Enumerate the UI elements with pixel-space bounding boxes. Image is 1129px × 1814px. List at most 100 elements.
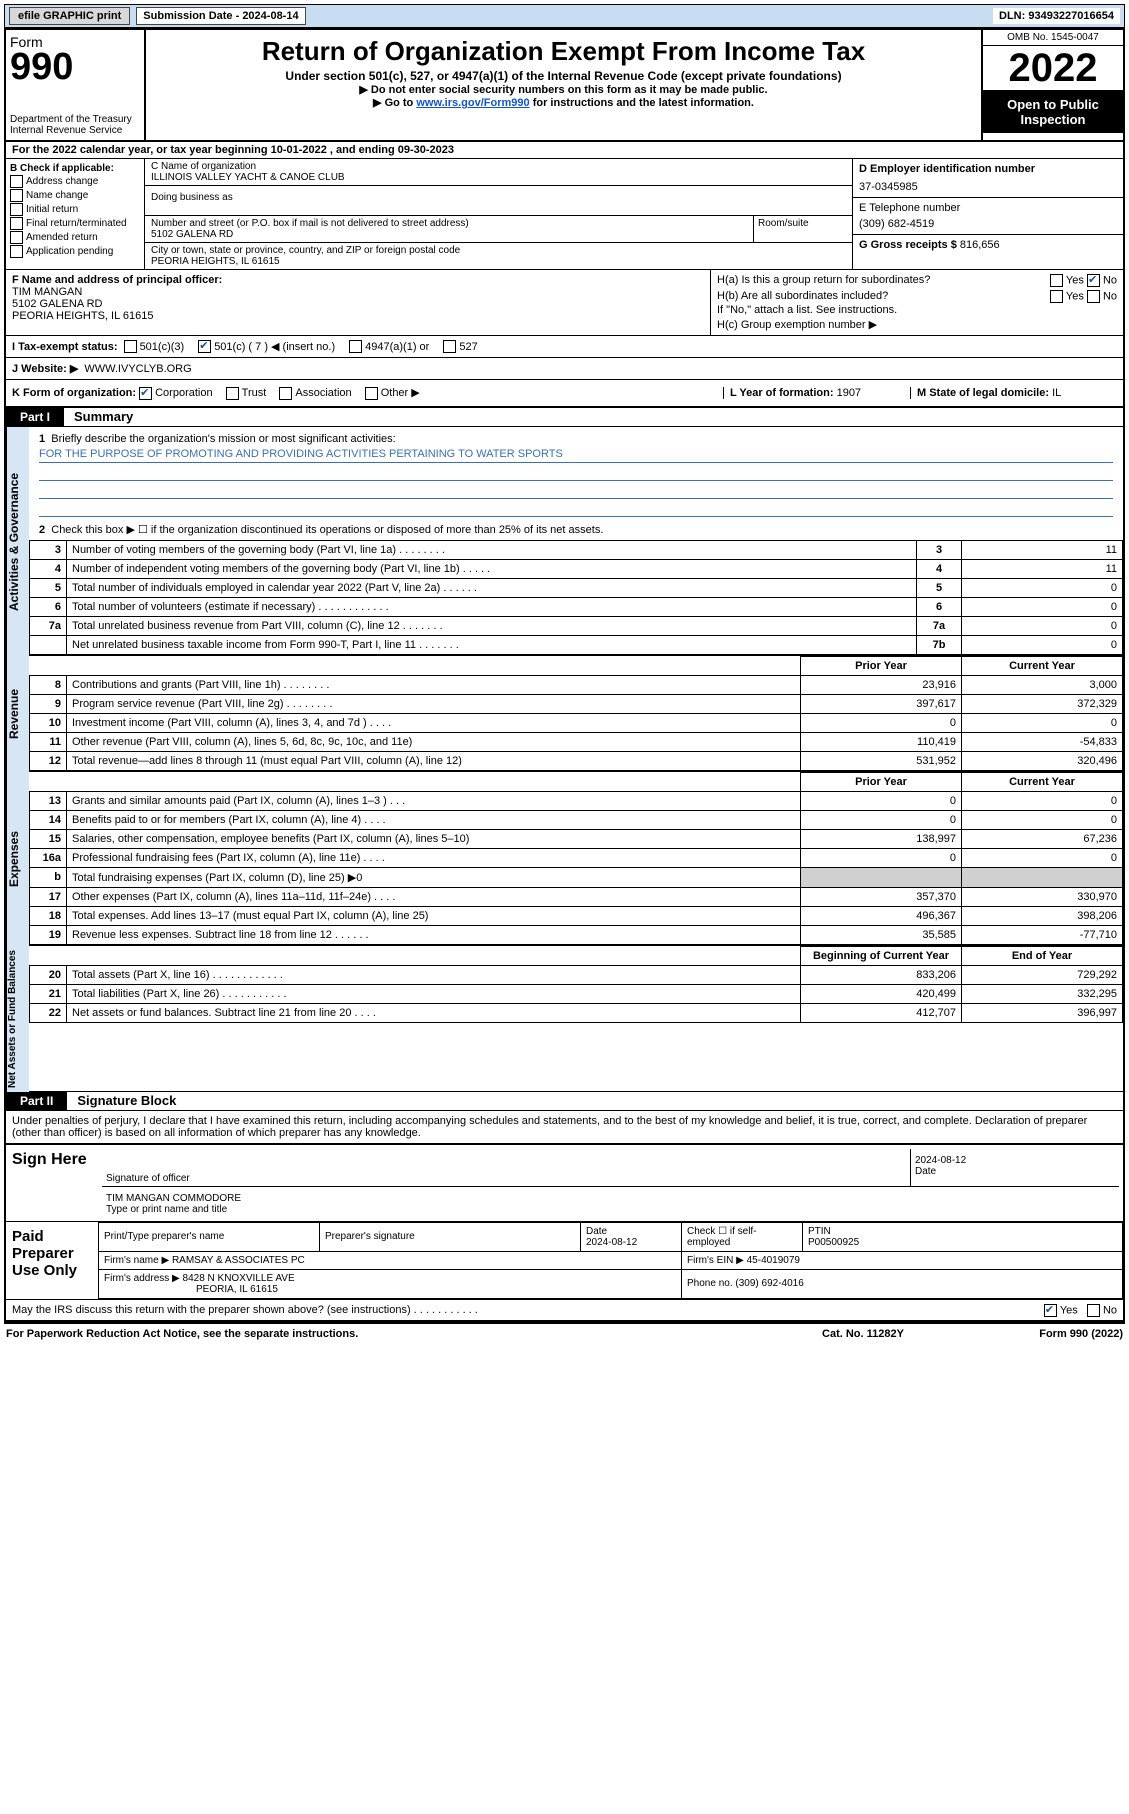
chk-hb-no[interactable] [1087,290,1100,303]
chk-assoc[interactable] [279,387,292,400]
row-num: 14 [30,810,67,829]
chk-501c[interactable] [198,340,211,353]
org-name-label: C Name of organization [151,161,846,172]
pra-notice: For Paperwork Reduction Act Notice, see … [6,1328,763,1340]
row-desc: Total liabilities (Part X, line 26) . . … [67,984,801,1003]
row-prior: 397,617 [801,694,962,713]
firm-phone-lbl: Phone no. [687,1278,733,1289]
org-name: ILLINOIS VALLEY YACHT & CANOE CLUB [151,172,846,183]
row-ref: 7a [917,616,962,635]
paid-preparer-label: Paid Preparer Use Only [6,1222,98,1299]
row-current: 67,236 [962,829,1123,848]
chk-amended[interactable] [10,231,23,244]
chk-501c3[interactable] [124,340,137,353]
officer-city: PEORIA HEIGHTS, IL 61615 [12,310,704,322]
tax-year: 2022 [983,46,1123,91]
officer-street: 5102 GALENA RD [12,298,704,310]
chk-other[interactable] [365,387,378,400]
yof-value: 1907 [837,387,861,399]
omb-number: OMB No. 1545-0047 [983,30,1123,46]
row-current: 372,329 [962,694,1123,713]
street: 5102 GALENA RD [151,229,747,240]
opt-name: Name change [26,190,88,201]
open-to-public: Open to Public Inspection [983,91,1123,133]
row-desc: Total unrelated business revenue from Pa… [67,616,917,635]
row-prior: 23,916 [801,675,962,694]
row-desc: Total expenses. Add lines 13–17 (must eq… [67,906,801,925]
sign-here-label: Sign Here [6,1145,98,1221]
chk-final[interactable] [10,217,23,230]
chk-trust[interactable] [226,387,239,400]
row-num: 3 [30,540,67,559]
side-expenses: Expenses [6,772,29,946]
prep-name-hdr: Print/Type preparer's name [99,1222,320,1251]
chk-corp[interactable] [139,387,152,400]
form-number: 990 [10,50,140,84]
row-desc: Program service revenue (Part VIII, line… [67,694,801,713]
chk-discuss-no[interactable] [1087,1304,1100,1317]
row-ref: 6 [917,597,962,616]
chk-name-change[interactable] [10,189,23,202]
row-prior: 0 [801,848,962,867]
chk-address-change[interactable] [10,175,23,188]
firm-name: RAMSAY & ASSOCIATES PC [172,1255,305,1266]
row-num: 7a [30,616,67,635]
box-b: B Check if applicable: Address change Na… [6,159,145,269]
h-c: H(c) Group exemption number ▶ [717,318,1117,331]
sig-date-label: Date [915,1166,936,1177]
yof-label: L Year of formation: [730,387,834,399]
efile-print-button[interactable]: efile GRAPHIC print [9,7,130,25]
row-desc: Total assets (Part X, line 16) . . . . .… [67,965,801,984]
row-ref: 3 [917,540,962,559]
chk-hb-yes[interactable] [1050,290,1063,303]
chk-discuss-yes[interactable] [1044,1304,1057,1317]
chk-ha-no[interactable] [1087,274,1100,287]
firm-ein: 45-4019079 [747,1255,800,1266]
col-prior: Beginning of Current Year [801,946,962,965]
row-desc: Total revenue—add lines 8 through 11 (mu… [67,751,801,770]
row-desc: Investment income (Part VIII, column (A)… [67,713,801,732]
name-title-label: Type or print name and title [106,1204,227,1215]
row-num: 6 [30,597,67,616]
form-subtitle: Under section 501(c), 527, or 4947(a)(1)… [152,69,975,83]
side-activities: Activities & Governance [6,427,29,656]
gross-receipts-label: G Gross receipts $ [859,239,957,251]
row-desc: Revenue less expenses. Subtract line 18 … [67,925,801,944]
row-num: 13 [30,791,67,810]
row-prior: 138,997 [801,829,962,848]
row-desc: Other revenue (Part VIII, column (A), li… [67,732,801,751]
opt-4947: 4947(a)(1) or [365,341,429,353]
firm-ein-lbl: Firm's EIN ▶ [687,1255,744,1266]
form990-link[interactable]: www.irs.gov/Form990 [416,97,529,109]
ptin-hdr: PTIN [808,1226,831,1237]
form-body: Form 990 Department of the Treasury Inte… [4,28,1125,1323]
form-title: Return of Organization Exempt From Incom… [152,36,975,67]
prep-date-hdr: Date [586,1226,607,1237]
col-prior: Prior Year [801,772,962,791]
chk-527[interactable] [443,340,456,353]
opt-corp: Corporation [155,387,212,399]
city-label: City or town, state or province, country… [151,245,846,256]
efile-top-bar: efile GRAPHIC print Submission Date - 20… [4,4,1125,28]
col-current: Current Year [962,772,1123,791]
dba-label: Doing business as [151,192,846,203]
perjury-declaration: Under penalties of perjury, I declare th… [6,1111,1123,1143]
chk-4947[interactable] [349,340,362,353]
line-a-year: For the 2022 calendar year, or tax year … [6,142,1123,159]
col-current: End of Year [962,946,1123,965]
domicile-value: IL [1052,387,1061,399]
domicile-label: M State of legal domicile: [917,387,1049,399]
part2-tag: Part II [6,1092,67,1110]
chk-pending[interactable] [10,245,23,258]
firm-phone: (309) 692-4016 [735,1278,803,1289]
row-desc: Total fundraising expenses (Part IX, col… [67,867,801,887]
website-value: WWW.IVYCLYB.ORG [84,363,191,375]
row-ref: 5 [917,578,962,597]
website-label: J Website: ▶ [12,362,78,375]
row-current [962,867,1123,887]
row-num: 9 [30,694,67,713]
chk-ha-yes[interactable] [1050,274,1063,287]
opt-assoc: Association [295,387,351,399]
chk-initial[interactable] [10,203,23,216]
gross-receipts-value: 816,656 [960,239,1000,251]
